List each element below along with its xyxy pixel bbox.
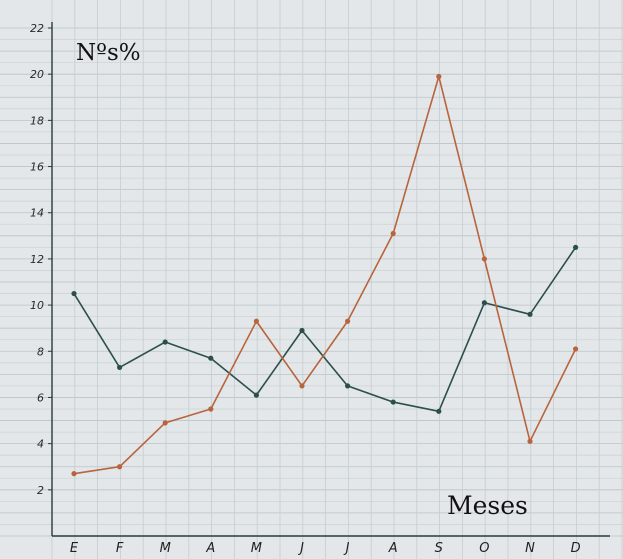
series-1-point — [299, 327, 305, 334]
series-1-point — [345, 383, 351, 389]
series-1-point — [573, 244, 579, 250]
series-1-point — [162, 339, 168, 345]
series-1-point — [71, 290, 77, 297]
y-tick-label: 20 — [30, 68, 44, 81]
y-tick-label: 10 — [30, 299, 44, 312]
y-tick-label: 4 — [37, 438, 44, 451]
y-tick-label: 6 — [37, 391, 44, 404]
series-1-point — [481, 300, 487, 306]
x-tick-label: D — [571, 541, 581, 556]
y-tick-label: 12 — [30, 253, 44, 266]
series-2-point — [345, 318, 351, 324]
y-tick-label: 16 — [30, 161, 44, 174]
series-group — [71, 73, 579, 477]
series-2-point — [299, 383, 305, 389]
series-1-point — [390, 399, 396, 405]
x-tick-label: M — [251, 541, 262, 556]
series-1-point — [436, 408, 442, 414]
series-2-point — [390, 230, 396, 237]
series-1-point — [117, 364, 123, 371]
y-tick-label: 14 — [30, 207, 44, 220]
y-axis-label: Nºs% — [76, 40, 141, 66]
y-tick-label: 18 — [30, 114, 44, 127]
x-tick-label: E — [70, 541, 79, 556]
series-1-point — [527, 311, 533, 317]
y-tick-label: 22 — [30, 22, 44, 35]
x-tick-label: J — [297, 541, 304, 556]
x-tick-label: N — [525, 541, 535, 556]
x-tick-label: F — [116, 541, 124, 556]
series-2-point — [527, 438, 533, 444]
series-2-point — [208, 406, 214, 412]
x-tick-label: S — [435, 541, 443, 556]
series-line-2 — [73, 75, 577, 475]
series-2-point — [162, 420, 168, 426]
series-2-point — [481, 256, 487, 262]
x-tick-label: M — [160, 541, 171, 556]
x-tick-label: A — [388, 541, 398, 556]
series-2-point — [436, 73, 442, 80]
series-2-point — [253, 318, 259, 324]
series-2-point — [573, 346, 579, 352]
y-tick-label: 8 — [37, 345, 44, 358]
y-tick-label: 2 — [37, 484, 44, 497]
series-1-point — [208, 355, 214, 361]
x-tick-label: O — [479, 541, 489, 556]
x-tick-label: J — [343, 541, 350, 556]
series-2-point — [71, 471, 77, 477]
series-1-point — [253, 392, 259, 398]
x-tick-label: A — [205, 541, 215, 556]
axes — [51, 22, 610, 537]
series-2-point — [117, 464, 123, 470]
x-axis-label: Meses — [447, 491, 528, 520]
y-axis-ticks: 2 4 6 8 10 12 14 16 18 20 22 — [30, 22, 52, 497]
series-line-1 — [73, 246, 577, 413]
